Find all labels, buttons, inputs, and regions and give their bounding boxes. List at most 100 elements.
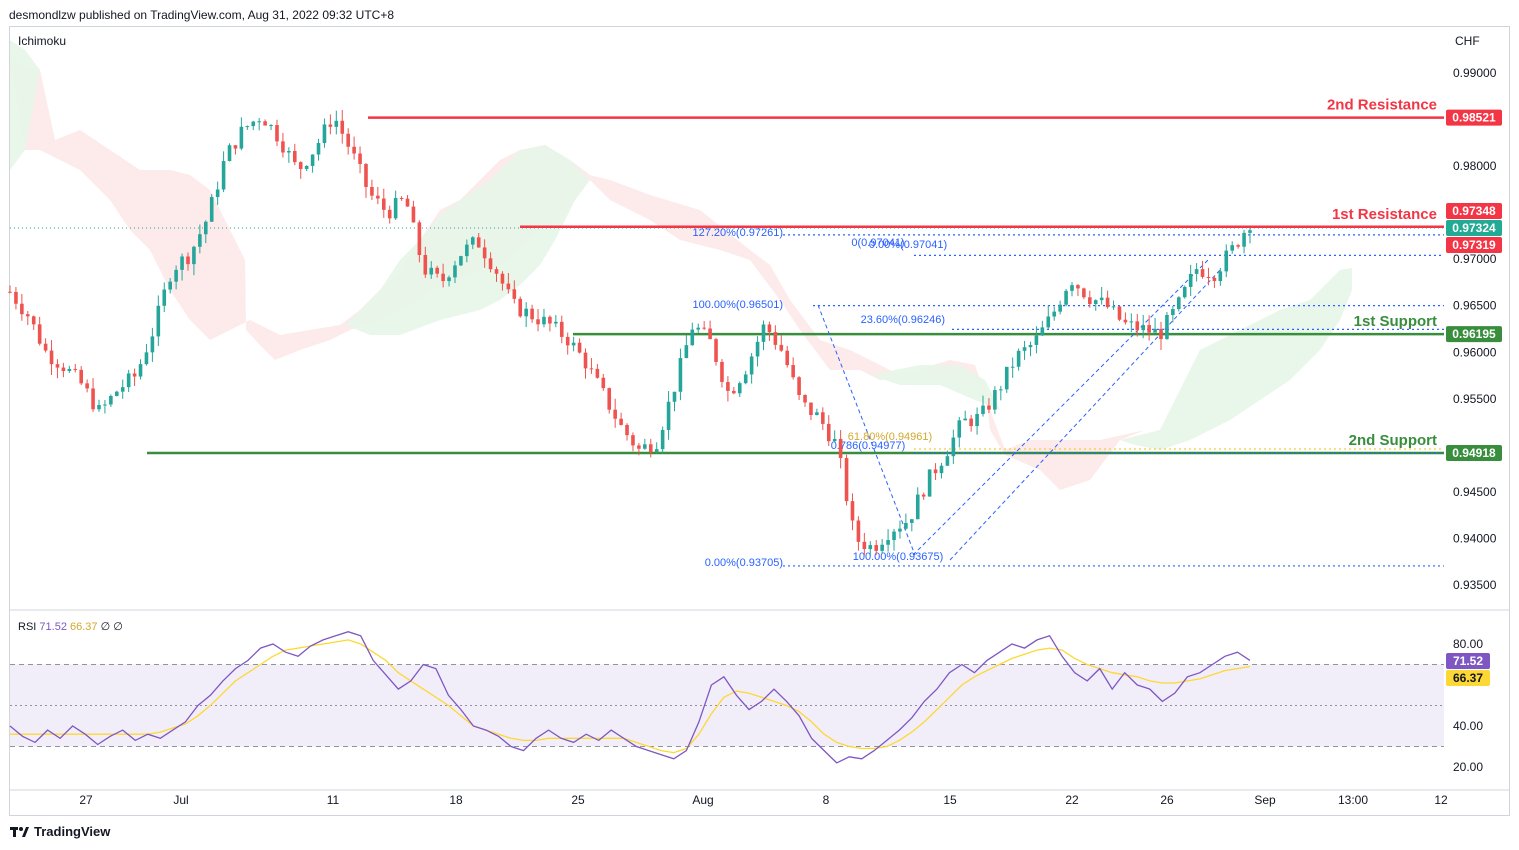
time-axis-tick: 18 [449, 793, 463, 807]
candle-body [393, 198, 398, 219]
level-label: 1st Resistance [1332, 206, 1437, 223]
rsi-pane [9, 631, 1444, 764]
candle-body [221, 161, 226, 190]
fib-label: 23.60%(0.96246) [861, 314, 945, 326]
candle-body [465, 244, 469, 257]
candle-body [1028, 344, 1033, 348]
candle-body [862, 541, 867, 550]
candle-body [1105, 297, 1110, 308]
candle-body [239, 126, 244, 149]
fib-label: 0.786(0.94977) [831, 440, 906, 452]
candle-body [459, 256, 463, 266]
candle-body [518, 298, 523, 317]
candle-body [31, 316, 36, 325]
candle-body [672, 391, 677, 402]
annotations: 0.98521 0.97348 0.97324 0.97319 0.96195 0.949… [18, 109, 1502, 686]
price-axis-tick: 0.94500 [1453, 485, 1497, 499]
candle-body [512, 289, 517, 299]
candle-body [874, 545, 879, 551]
fib-label: 0(0.97041) [851, 237, 904, 249]
candle-body [1034, 335, 1039, 345]
candle-body [743, 374, 748, 384]
cloud-bullish-area-3 [1120, 268, 1352, 450]
candle-body [322, 124, 327, 144]
candlestick-series [8, 109, 1252, 557]
candle-body [1188, 273, 1193, 287]
candle-body [358, 153, 362, 164]
candle-body [536, 319, 540, 325]
candle-body [132, 373, 137, 377]
price-tag-1st-resistance: 0.97348 [1446, 203, 1502, 219]
candle-body [1010, 366, 1015, 368]
cloud-bearish-area [10, 60, 1145, 490]
candle-body [281, 141, 285, 153]
rsi-axis-tick: 80.00 [1453, 637, 1483, 651]
candle-body [1076, 285, 1080, 289]
price-tag-2nd-resistance-text: 0.98521 [1452, 111, 1496, 125]
price-axis-tick: 0.96000 [1453, 345, 1497, 359]
candle-body [150, 336, 155, 353]
rsi-legend-ma: 66.37 [70, 621, 101, 633]
candle-body [803, 394, 807, 403]
candle-body [488, 258, 493, 270]
candle-body [987, 405, 991, 410]
rsi-ma-tag: 66.37 [1446, 670, 1490, 686]
candle-body [981, 405, 985, 414]
candle-body [856, 520, 861, 542]
candle-body [470, 237, 475, 245]
candle-body [850, 501, 855, 521]
fib-label: 100.00%(0.96501) [692, 299, 783, 311]
candle-body [203, 221, 208, 235]
candle-body [144, 352, 149, 365]
candle-body [720, 361, 724, 382]
time-axis-tick: 27 [79, 793, 93, 807]
candle-body [904, 522, 908, 529]
candle-body [767, 324, 772, 333]
rsi-legend-extra: ∅ ∅ [101, 621, 123, 633]
candle-body [97, 405, 101, 410]
candle-body [215, 189, 220, 198]
time-axis-tick: 25 [571, 793, 585, 807]
candle-body [1082, 288, 1086, 298]
rsi-line [9, 631, 1251, 764]
candle-body [1070, 285, 1074, 291]
cloud-bullish-area-2 [870, 365, 1000, 410]
level-label: 2nd Support [1349, 432, 1437, 449]
candle-body [340, 120, 345, 134]
candle-body [120, 387, 125, 392]
candle-body [1058, 304, 1062, 312]
candle-body [1224, 250, 1229, 272]
candle-body [103, 404, 107, 406]
candle-body [832, 438, 837, 442]
candle-body [530, 308, 534, 320]
time-axis-tick: 8 [823, 793, 830, 807]
candle-body [500, 273, 505, 284]
candle-body [1242, 232, 1246, 247]
candle-body [233, 145, 238, 149]
candle-body [1200, 269, 1205, 277]
price-tag-last-bg [1446, 220, 1502, 236]
candle-body [441, 273, 445, 282]
price-axis-tick: 0.99000 [1453, 66, 1497, 80]
candle-body [637, 445, 641, 449]
tradingview-logo[interactable]: TradingView [10, 824, 110, 839]
candle-body [168, 281, 172, 290]
candle-body [429, 267, 434, 275]
candle-body [625, 424, 629, 436]
candle-body [417, 222, 422, 255]
candle-body [1022, 347, 1027, 351]
candle-body [601, 377, 606, 389]
price-axis-tick: 0.93500 [1453, 578, 1497, 592]
candle-body [542, 316, 546, 325]
candle-body [43, 343, 48, 351]
candle-body [263, 121, 267, 126]
price-tag-1st-support-bg [1446, 326, 1502, 343]
candle-body [156, 305, 161, 337]
candle-body [999, 389, 1003, 391]
candle-body [910, 519, 914, 523]
candle-body [880, 544, 884, 551]
time-axis-tick: 26 [1160, 793, 1174, 807]
candle-body [868, 545, 873, 550]
level-label: 2nd Resistance [1327, 97, 1437, 114]
